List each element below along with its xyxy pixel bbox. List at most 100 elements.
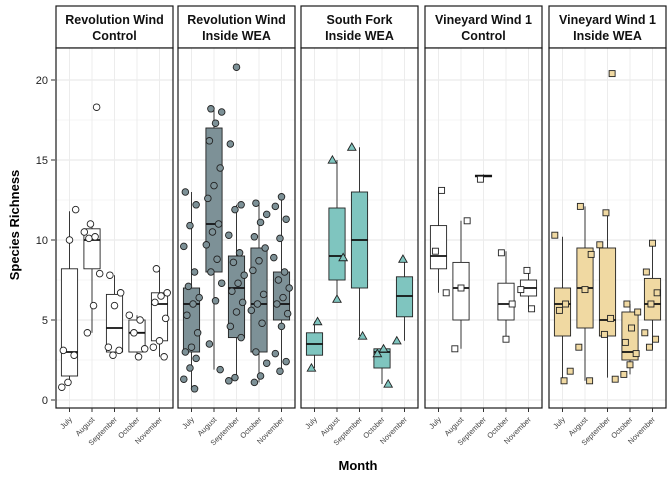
data-point (397, 254, 408, 263)
data-point (641, 329, 649, 337)
data-point (64, 378, 72, 387)
data-point (193, 329, 202, 337)
data-point (256, 372, 265, 380)
data-point (213, 255, 221, 263)
data-point (249, 266, 257, 275)
data-point (276, 367, 284, 375)
data-point (136, 316, 144, 324)
data-point (181, 188, 190, 196)
data-point (256, 218, 265, 227)
data-point (226, 140, 235, 148)
data-point (258, 319, 266, 327)
data-point (551, 231, 559, 239)
data-point (332, 294, 342, 303)
data-point (195, 293, 203, 302)
data-point (214, 220, 223, 228)
data-point (207, 268, 215, 276)
data-point (216, 164, 224, 172)
box-september (598, 212, 617, 378)
data-point (217, 108, 226, 116)
data-point (161, 314, 170, 323)
facet-title-line1: Revolution Wind (65, 13, 164, 27)
box-iqr (227, 255, 246, 339)
data-point (211, 297, 220, 305)
data-point (202, 241, 211, 249)
x-axis-title: Month (339, 458, 378, 473)
data-point (596, 241, 604, 249)
data-point (255, 257, 263, 265)
x-tick-label: July (58, 415, 74, 431)
data-point (575, 343, 583, 351)
data-point (600, 330, 608, 338)
data-point (259, 290, 268, 299)
facet-title-line2: Inside WEA (573, 29, 642, 43)
data-point (205, 137, 214, 145)
data-point (225, 231, 233, 239)
data-point (372, 348, 383, 358)
data-point (70, 351, 78, 359)
data-point (163, 289, 171, 297)
y-tick-label: 0 (42, 395, 48, 407)
facet-title-line2: Control (92, 29, 136, 43)
data-point (190, 268, 199, 276)
data-point (110, 301, 119, 310)
data-point (89, 301, 98, 310)
data-point (378, 343, 389, 353)
data-point (237, 201, 245, 209)
data-point (186, 364, 194, 372)
data-point (653, 289, 661, 297)
data-point (566, 367, 574, 375)
data-point (189, 300, 197, 308)
y-tick-label: 15 (36, 155, 48, 167)
data-point (252, 199, 260, 207)
data-point (149, 343, 158, 351)
data-point (346, 142, 357, 151)
data-point (608, 70, 616, 78)
facet-strip (55, 5, 174, 49)
data-point (282, 357, 290, 366)
data-point (391, 335, 402, 345)
y-axis: 0 5 10 15 20 (36, 75, 55, 407)
data-point (152, 265, 161, 273)
data-point (252, 348, 260, 356)
data-point (327, 154, 338, 164)
y-axis-title: Species Richness (7, 170, 22, 281)
data-point (273, 300, 281, 308)
box-iqr (598, 247, 617, 337)
data-point (253, 300, 262, 308)
data-point (451, 345, 459, 353)
data-point (210, 181, 218, 190)
x-tick-label: July (427, 415, 443, 431)
data-point (250, 378, 259, 387)
data-point (528, 305, 536, 313)
box-iqr (429, 225, 448, 270)
data-point (238, 298, 247, 307)
data-point (587, 250, 595, 258)
data-point (240, 271, 248, 279)
data-point (623, 300, 631, 308)
data-point (555, 306, 563, 314)
data-point (338, 252, 349, 262)
data-point (190, 385, 199, 393)
data-point (180, 242, 188, 251)
data-point (211, 119, 220, 127)
facet-strip (424, 5, 543, 49)
data-point (208, 228, 217, 236)
data-point (226, 322, 235, 331)
data-point (312, 316, 323, 326)
data-point (232, 308, 241, 316)
data-point (130, 329, 138, 337)
data-point (442, 289, 450, 297)
data-point (181, 348, 190, 356)
data-point (277, 322, 286, 331)
data-point (262, 359, 271, 367)
data-point (620, 370, 628, 378)
data-point (183, 311, 191, 319)
data-point (562, 300, 570, 308)
data-point (279, 293, 287, 302)
data-point (106, 271, 114, 279)
data-point (271, 349, 280, 358)
data-point (628, 324, 635, 332)
